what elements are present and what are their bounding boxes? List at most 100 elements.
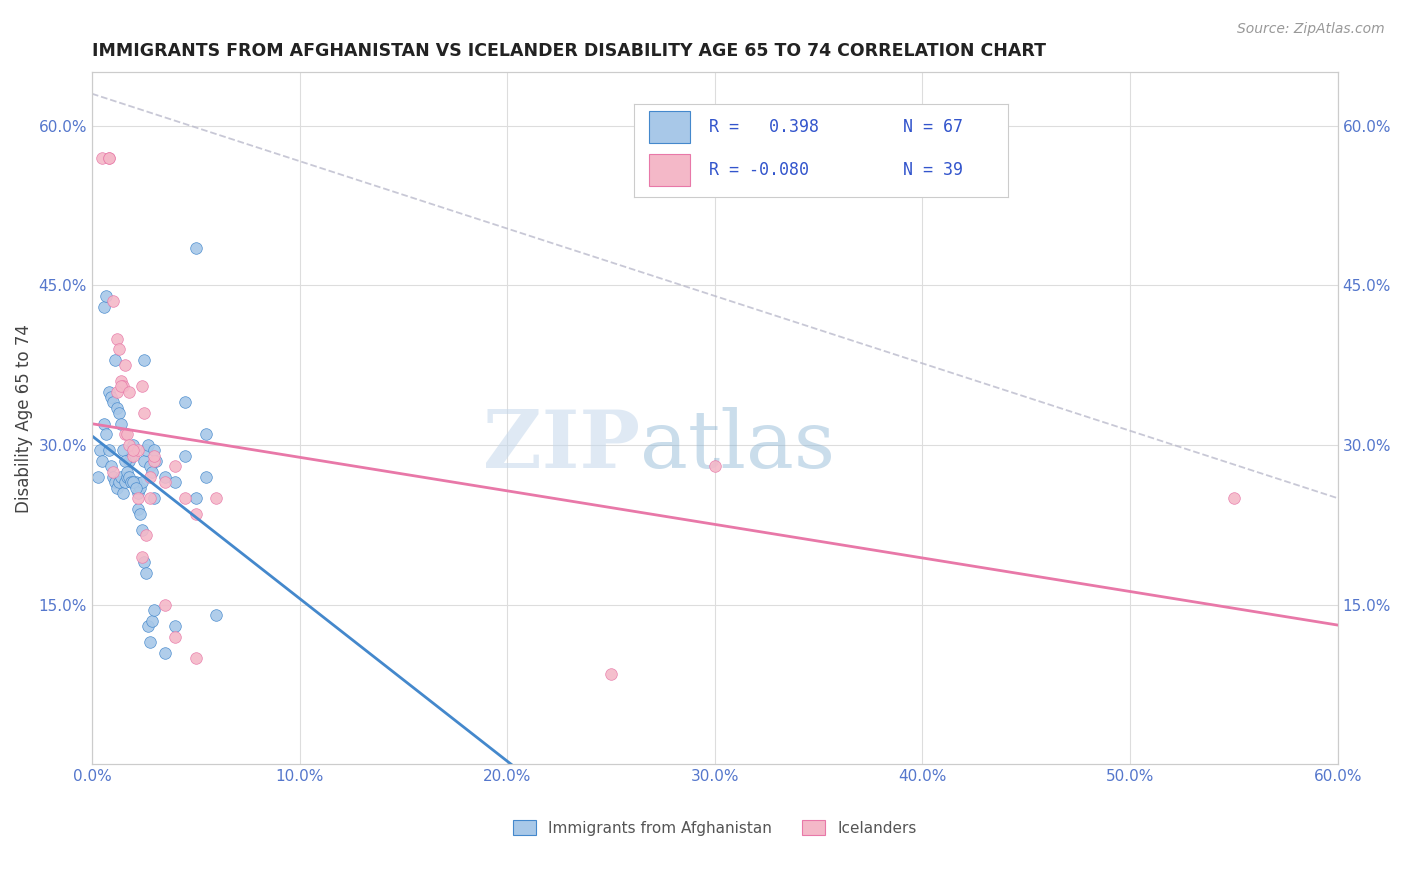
- Point: [184, 491, 207, 505]
- Point: [136, 438, 159, 452]
- Point: [122, 438, 145, 452]
- Point: [97, 151, 120, 165]
- Point: [174, 491, 197, 505]
- Point: [153, 598, 176, 612]
- Point: [195, 427, 218, 442]
- Point: [131, 523, 153, 537]
- Point: [112, 443, 135, 458]
- Point: [127, 486, 149, 500]
- Point: [122, 475, 145, 490]
- Point: [110, 470, 132, 484]
- Point: [139, 470, 162, 484]
- Point: [132, 555, 155, 569]
- Point: [118, 454, 141, 468]
- Text: IMMIGRANTS FROM AFGHANISTAN VS ICELANDER DISABILITY AGE 65 TO 74 CORRELATION CHA: IMMIGRANTS FROM AFGHANISTAN VS ICELANDER…: [91, 42, 1046, 60]
- Point: [118, 470, 141, 484]
- Point: [195, 470, 218, 484]
- Legend: Immigrants from Afghanistan, Icelanders: Immigrants from Afghanistan, Icelanders: [506, 814, 922, 842]
- Point: [135, 566, 157, 580]
- Point: [104, 352, 127, 367]
- Point: [139, 459, 162, 474]
- Point: [174, 395, 197, 409]
- Point: [115, 465, 138, 479]
- Point: [1223, 491, 1246, 505]
- Point: [97, 384, 120, 399]
- Point: [141, 465, 163, 479]
- Point: [128, 507, 150, 521]
- Point: [105, 481, 128, 495]
- Point: [115, 470, 138, 484]
- Point: [93, 417, 115, 431]
- Point: [108, 342, 131, 356]
- Text: ZIP: ZIP: [484, 407, 640, 485]
- Point: [114, 358, 136, 372]
- Point: [153, 475, 176, 490]
- Point: [143, 603, 166, 617]
- Point: [97, 443, 120, 458]
- Point: [114, 454, 136, 468]
- Point: [101, 395, 124, 409]
- Point: [163, 459, 186, 474]
- Point: [108, 406, 131, 420]
- Point: [145, 454, 167, 468]
- Point: [136, 619, 159, 633]
- Point: [105, 401, 128, 415]
- Point: [184, 650, 207, 665]
- Point: [114, 475, 136, 490]
- Point: [131, 549, 153, 564]
- Point: [108, 475, 131, 490]
- Point: [127, 501, 149, 516]
- Point: [184, 241, 207, 255]
- Point: [143, 491, 166, 505]
- Point: [120, 449, 142, 463]
- Point: [139, 491, 162, 505]
- Point: [124, 475, 146, 490]
- Y-axis label: Disability Age 65 to 74: Disability Age 65 to 74: [15, 324, 32, 513]
- Point: [101, 465, 124, 479]
- Point: [122, 443, 145, 458]
- Point: [143, 449, 166, 463]
- Point: [135, 443, 157, 458]
- Point: [93, 300, 115, 314]
- Point: [128, 481, 150, 495]
- Point: [174, 449, 197, 463]
- Point: [703, 459, 725, 474]
- Point: [132, 454, 155, 468]
- Point: [127, 491, 149, 505]
- Point: [131, 475, 153, 490]
- Point: [96, 289, 118, 303]
- Point: [89, 443, 111, 458]
- Point: [124, 481, 146, 495]
- Point: [132, 352, 155, 367]
- Point: [104, 475, 127, 490]
- Point: [100, 390, 122, 404]
- Point: [163, 475, 186, 490]
- Point: [205, 491, 228, 505]
- Point: [118, 438, 141, 452]
- Point: [118, 384, 141, 399]
- Point: [110, 379, 132, 393]
- Point: [100, 459, 122, 474]
- Point: [101, 470, 124, 484]
- Point: [105, 384, 128, 399]
- Point: [131, 379, 153, 393]
- Point: [112, 486, 135, 500]
- Text: Source: ZipAtlas.com: Source: ZipAtlas.com: [1237, 22, 1385, 37]
- Point: [135, 528, 157, 542]
- Point: [127, 443, 149, 458]
- Point: [110, 417, 132, 431]
- Point: [132, 406, 155, 420]
- Point: [205, 608, 228, 623]
- Point: [114, 427, 136, 442]
- Point: [143, 443, 166, 458]
- Point: [115, 427, 138, 442]
- Point: [87, 470, 110, 484]
- Point: [163, 630, 186, 644]
- Point: [122, 449, 145, 463]
- Point: [91, 454, 114, 468]
- Point: [105, 332, 128, 346]
- Point: [153, 470, 176, 484]
- Point: [96, 427, 118, 442]
- Point: [600, 666, 623, 681]
- Point: [163, 619, 186, 633]
